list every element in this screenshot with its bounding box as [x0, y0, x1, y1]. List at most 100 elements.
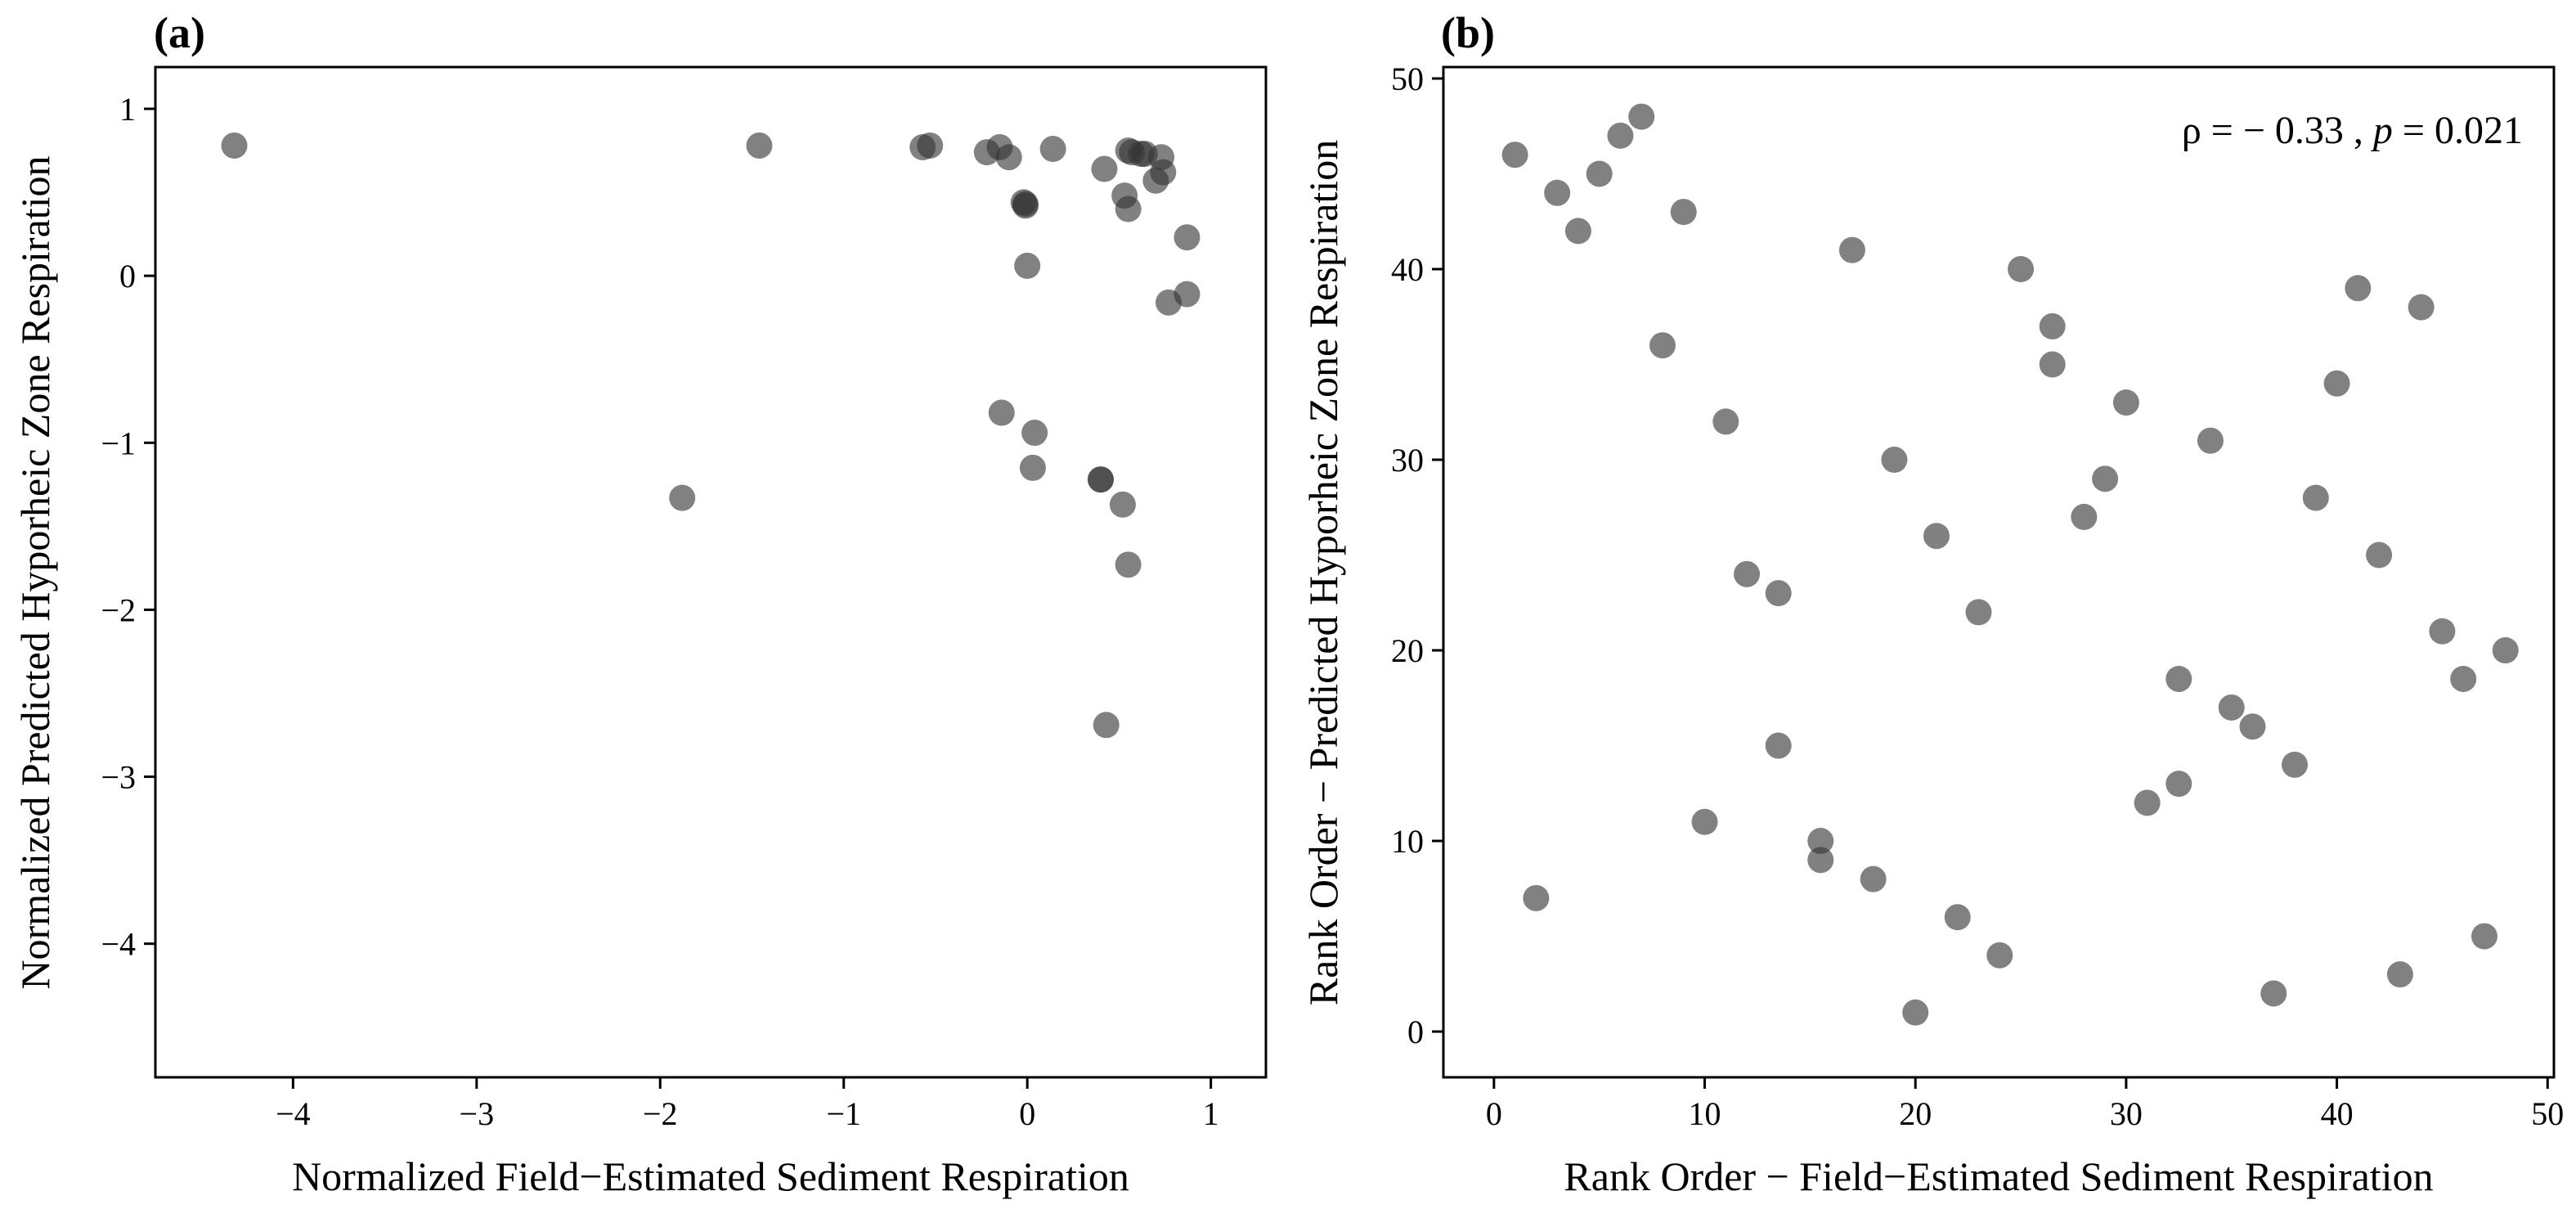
panel-b-data-point — [2134, 789, 2161, 816]
panel-b-data-point — [2282, 751, 2309, 778]
panel-a-data-point — [669, 484, 696, 511]
panel-a-data-point — [1115, 551, 1142, 578]
panel-a-data-point — [995, 144, 1022, 171]
panel-b-data-point — [1628, 103, 1655, 130]
panel-a-data-point — [1150, 159, 1177, 186]
panel-b-data-point — [2366, 542, 2393, 569]
panel-b: (b) 0 10 20 30 40 50 0 10 20 30 40 50 ρ = − 0.33 ,… — [1300, 8, 2564, 1199]
panel-b-data-point — [2039, 351, 2066, 378]
panel-b-data-point — [1838, 236, 1865, 263]
panel-b-data-point — [1691, 808, 1718, 835]
panel-a-data-point — [1012, 192, 1039, 219]
panel-b-data-point — [1965, 599, 1992, 626]
panel-b-y-axis: 0 10 20 30 40 50 — [1391, 61, 1443, 1050]
panel-b-data-point — [1523, 884, 1550, 911]
panel-a-x-tick-label: −3 — [460, 1095, 495, 1132]
panel-b-data-point — [2345, 275, 2372, 302]
panel-a-data-point — [1014, 252, 1041, 279]
panel-a-data-point — [1174, 281, 1200, 308]
panel-b-x-tick-label: 40 — [2321, 1095, 2354, 1132]
panel-a-y-tick-label: −4 — [101, 926, 136, 963]
panel-a-x-tick-label: 1 — [1203, 1095, 1219, 1132]
panel-a-y-axis: −4 −3 −2 −1 0 1 — [101, 91, 155, 963]
panel-b-data-point — [2429, 618, 2456, 645]
correlation-annotation: ρ = − 0.33 , p = 0.021 — [2182, 109, 2523, 152]
panel-a-x-axis-title: Normalized Field−Estimated Sediment Resp… — [292, 1153, 1129, 1199]
panel-b-data-point — [2165, 771, 2192, 798]
panel-b-x-tick-label: 20 — [1899, 1095, 1932, 1132]
panel-b-x-axis-title: Rank Order − Field−Estimated Sediment Re… — [1564, 1153, 2433, 1199]
panel-a-data-point — [1039, 136, 1066, 163]
panel-a: (a) −4 −3 −2 −1 0 1 −4 −3 −2 −1 0 1 Normalized Fie… — [12, 8, 1268, 1199]
panel-b-data-point — [1544, 179, 1571, 206]
panel-b-data-point — [2471, 923, 2497, 950]
panel-a-data-point — [1019, 454, 1046, 481]
panel-a-y-tick-label: −3 — [101, 759, 136, 796]
panel-b-data-point — [2218, 694, 2245, 721]
panel-b-x-tick-label: 10 — [1689, 1095, 1721, 1132]
panel-b-y-tick-label: 10 — [1391, 823, 1424, 860]
panel-b-x-tick-label: 50 — [2531, 1095, 2564, 1132]
panel-a-data-point — [1174, 224, 1200, 251]
panel-b-x-axis: 0 10 20 30 40 50 — [1486, 1077, 2564, 1132]
panel-b-data-point — [1986, 942, 2013, 969]
panel-a-x-tick-label: −1 — [826, 1095, 861, 1132]
panel-b-data-point — [2165, 665, 2192, 692]
panel-a-y-axis-title: Normalized Predicted Hyporheic Zone Resp… — [12, 155, 58, 989]
panel-b-x-tick-label: 0 — [1486, 1095, 1502, 1132]
panel-b-y-axis-title: Rank Order − Predicted Hyporheic Zone Re… — [1300, 140, 1346, 1005]
panel-a-y-tick-label: 0 — [119, 258, 136, 294]
panel-b-data-point — [2260, 980, 2287, 1007]
panel-b-data-point — [1881, 447, 1908, 474]
panel-a-data-point — [221, 132, 248, 159]
panel-b-data-point — [1765, 580, 1792, 607]
panel-b-data-point — [2323, 370, 2350, 397]
rho-symbol: ρ — [2182, 109, 2201, 152]
panel-b-frame — [1442, 65, 2556, 1079]
panel-b-data-point — [2492, 637, 2519, 664]
panel-b-data-point — [2197, 427, 2224, 454]
panel-b-y-tick-label: 0 — [1407, 1014, 1424, 1050]
panel-b-data-point — [2450, 665, 2477, 692]
panel-a-points — [221, 132, 1200, 739]
panel-b-data-point — [1807, 828, 1834, 855]
panel-a-frame — [154, 65, 1268, 1079]
panel-b-y-tick-label: 30 — [1391, 442, 1424, 479]
panel-b-data-point — [1501, 142, 1528, 169]
panel-b-data-point — [2008, 256, 2035, 282]
panel-b-data-point — [1586, 160, 1613, 187]
panel-a-y-tick-label: −2 — [101, 591, 136, 628]
panel-b-data-point — [1860, 865, 1887, 892]
panel-a-label: (a) — [154, 8, 205, 57]
panel-b-data-point — [1607, 122, 1634, 149]
panel-b-data-point — [1902, 999, 1929, 1026]
panel-b-data-point — [1807, 847, 1834, 874]
panel-b-x-tick-label: 30 — [2110, 1095, 2143, 1132]
panel-a-data-point — [1115, 196, 1142, 222]
panel-a-x-axis: −4 −3 −2 −1 0 1 — [276, 1077, 1219, 1132]
panel-b-y-tick-label: 40 — [1391, 251, 1424, 288]
panel-a-x-tick-label: −4 — [276, 1095, 311, 1132]
p-symbol: p — [2371, 109, 2393, 152]
panel-a-data-point — [1091, 155, 1118, 182]
panel-b-data-point — [2386, 961, 2413, 988]
panel-b-data-point — [1734, 560, 1761, 587]
panel-a-x-tick-label: −2 — [643, 1095, 678, 1132]
panel-b-points — [1501, 103, 2519, 1026]
panel-b-data-point — [2302, 484, 2329, 511]
panel-a-data-point — [1021, 420, 1048, 447]
panel-b-data-point — [1923, 523, 1950, 550]
panel-a-y-tick-label: −1 — [101, 425, 136, 461]
panel-b-data-point — [2092, 465, 2119, 492]
panel-b-data-point — [2071, 503, 2098, 530]
panel-a-y-tick-label: 1 — [119, 91, 136, 128]
panel-b-data-point — [2408, 294, 2435, 321]
p-value: = 0.021 — [2393, 109, 2523, 152]
rho-value: = − 0.33 , — [2201, 109, 2373, 152]
panel-b-y-tick-label: 50 — [1391, 61, 1424, 97]
panel-b-data-point — [1649, 332, 1676, 359]
panel-a-data-point — [988, 399, 1015, 426]
panel-b-data-point — [1712, 408, 1739, 435]
panel-a-data-point — [1093, 712, 1120, 739]
